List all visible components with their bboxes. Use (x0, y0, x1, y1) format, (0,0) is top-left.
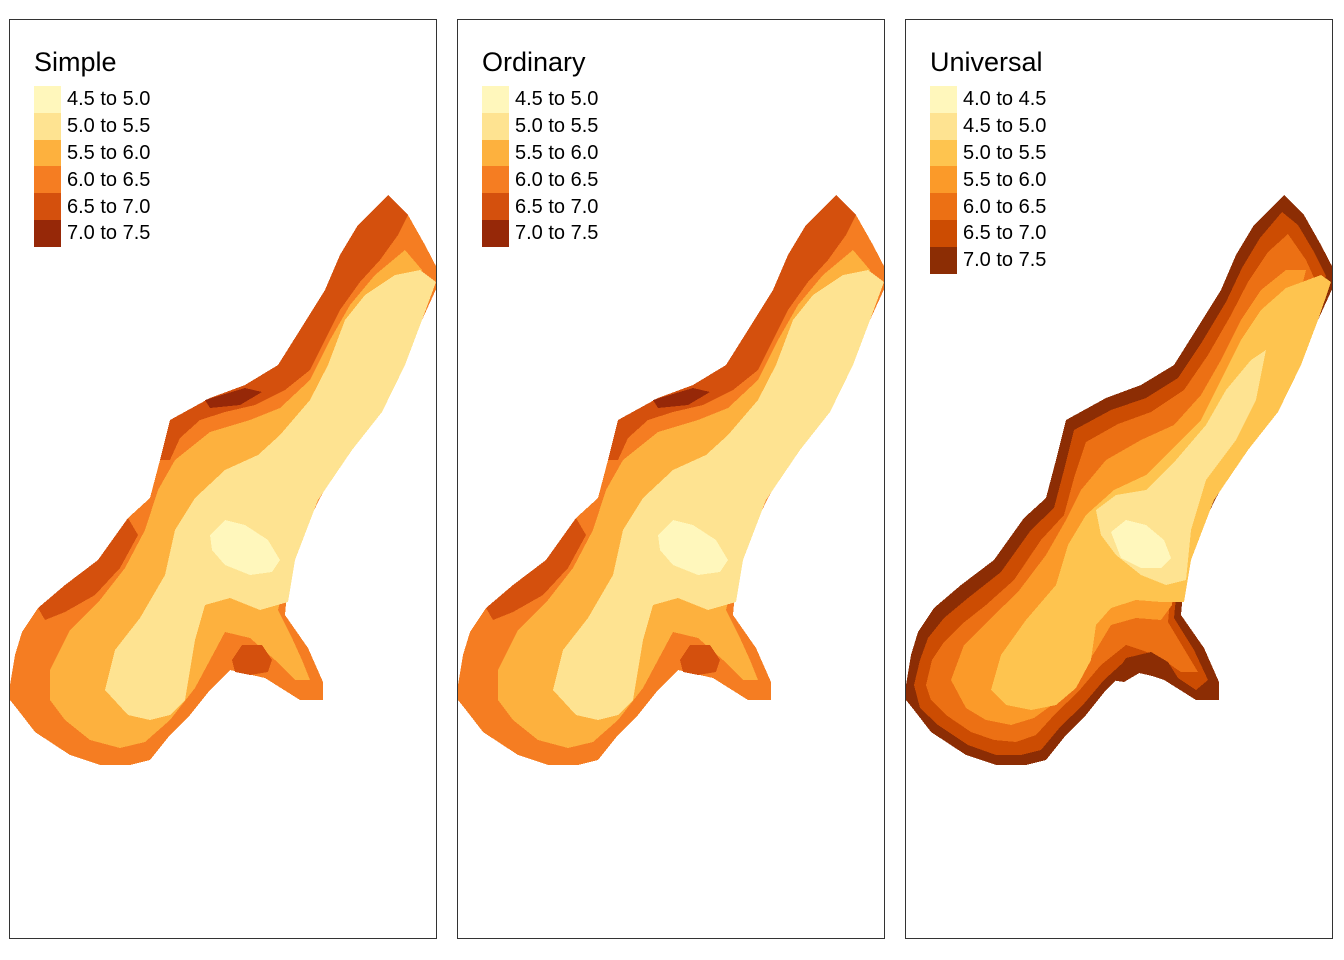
zone-hotspot (680, 645, 720, 675)
interpolation-map (906, 195, 1332, 765)
legend-swatch (482, 166, 509, 194)
legend-title: Universal (930, 47, 1043, 77)
legend-item: 4.5 to 5.0 (482, 86, 598, 113)
zone-lightest (1111, 520, 1171, 568)
zone-southern-band (1111, 652, 1178, 682)
legend-swatch (482, 139, 509, 167)
legend-label: 7.0 to 7.5 (515, 222, 599, 245)
legend-swatch (482, 112, 509, 140)
zone-hotspot (232, 645, 272, 675)
legend-swatch (34, 193, 61, 220)
legend: Simple 4.5 to 5.0 5.0 to 5.5 5.5 to 6.0 … (34, 46, 150, 247)
legend-label: 5.5 to 6.0 (515, 141, 599, 164)
legend-item: 5.5 to 6.0 (930, 166, 1047, 194)
zone-darkest-edge (205, 388, 262, 408)
zone-light (105, 270, 436, 720)
legend-item: 6.0 to 6.5 (34, 166, 151, 194)
legend-label: 5.0 to 5.5 (67, 115, 151, 138)
zone-dark-west (38, 518, 138, 620)
legend-label: 7.0 to 7.5 (67, 222, 151, 245)
legend-label: 5.5 to 6.0 (963, 168, 1047, 191)
legend-item: 7.0 to 7.5 (930, 246, 1047, 274)
legend-item: 5.5 to 6.0 (482, 139, 599, 167)
zone-dark-edge (608, 195, 856, 460)
legend-title: Ordinary (482, 47, 586, 77)
map-panel-universal: Universal 4.0 to 4.5 4.5 to 5.0 5.0 to 5… (905, 19, 1333, 939)
legend-swatch (34, 166, 61, 194)
map-panel-ordinary: Ordinary 4.5 to 5.0 5.0 to 5.5 5.5 to 6.… (457, 19, 885, 939)
legend-label: 6.0 to 6.5 (963, 195, 1047, 218)
legend-label: 6.0 to 6.5 (67, 168, 151, 191)
legend-swatch (482, 219, 509, 247)
legend-item: 6.5 to 7.0 (34, 193, 150, 220)
zone-dark-edge (160, 195, 408, 460)
legend-item: 7.0 to 7.5 (482, 219, 599, 247)
legend-swatch (930, 166, 957, 194)
legend: Universal 4.0 to 4.5 4.5 to 5.0 5.0 to 5… (930, 46, 1046, 274)
zone-darkest-edge (653, 388, 710, 408)
legend-swatch (930, 219, 957, 247)
legend-label: 5.0 to 5.5 (515, 115, 599, 138)
legend-label: 5.0 to 5.5 (963, 141, 1047, 164)
legend-swatch (34, 86, 61, 113)
interpolation-map (458, 195, 884, 765)
legend-swatch (930, 139, 957, 167)
legend-label: 6.5 to 7.0 (963, 222, 1047, 245)
legend-swatch (930, 246, 957, 274)
legend-item: 6.5 to 7.0 (930, 219, 1047, 247)
legend-item: 6.5 to 7.0 (482, 193, 598, 220)
legend-item: 6.0 to 6.5 (482, 166, 599, 194)
legend-label: 4.5 to 5.0 (515, 88, 599, 111)
legend-swatch (930, 86, 957, 113)
legend-swatch (34, 112, 61, 140)
interpolation-map (10, 195, 436, 765)
legend-label: 6.5 to 7.0 (515, 195, 599, 218)
legend-swatch (482, 86, 509, 113)
legend-item: 5.5 to 6.0 (34, 139, 151, 167)
legend-title: Simple (34, 47, 117, 77)
legend-item: 4.0 to 4.5 (930, 86, 1046, 113)
zone-dark-west (486, 518, 586, 620)
legend-item: 5.0 to 5.5 (34, 112, 151, 140)
legend-label: 4.5 to 5.0 (67, 88, 151, 111)
legend-item: 4.5 to 5.0 (34, 86, 150, 113)
legend-swatch (482, 193, 509, 220)
legend: Ordinary 4.5 to 5.0 5.0 to 5.5 5.5 to 6.… (482, 46, 598, 247)
legend-label: 7.0 to 7.5 (963, 249, 1047, 272)
legend-item: 5.0 to 5.5 (930, 139, 1047, 167)
legend-item: 5.0 to 5.5 (482, 112, 599, 140)
legend-label: 6.5 to 7.0 (67, 195, 151, 218)
legend-item: 6.0 to 6.5 (930, 193, 1046, 220)
zone-lightest (658, 520, 728, 575)
legend-label: 4.5 to 5.0 (963, 115, 1047, 138)
map-panel-simple: Simple 4.5 to 5.0 5.0 to 5.5 5.5 to 6.0 … (9, 19, 437, 939)
legend-label: 6.0 to 6.5 (515, 168, 599, 191)
zone-lightest (210, 520, 280, 575)
zone-light (553, 270, 884, 720)
legend-swatch (34, 219, 61, 247)
legend-swatch (930, 112, 957, 140)
legend-item: 7.0 to 7.5 (34, 219, 151, 247)
legend-swatch (930, 193, 957, 220)
legend-item: 4.5 to 5.0 (930, 112, 1047, 140)
legend-swatch (34, 139, 61, 167)
legend-label: 4.0 to 4.5 (963, 88, 1047, 111)
legend-label: 5.5 to 6.0 (67, 141, 151, 164)
